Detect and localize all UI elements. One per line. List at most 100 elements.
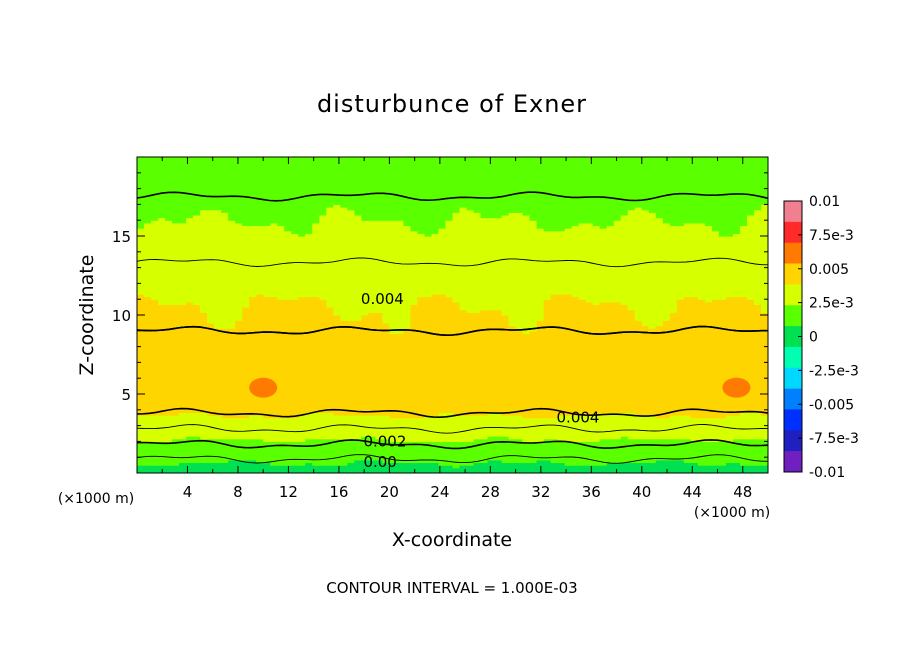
contour-cell xyxy=(410,451,419,456)
contour-cell xyxy=(354,162,362,166)
contour-cell xyxy=(410,320,419,324)
contour-cell xyxy=(382,454,390,458)
contour-cell xyxy=(361,296,369,300)
contour-cell xyxy=(354,357,362,361)
contour-cell xyxy=(382,375,390,379)
contour-cell xyxy=(270,438,278,442)
contour-cell xyxy=(242,167,250,171)
contour-cell xyxy=(193,304,201,308)
contour-cell xyxy=(256,291,264,295)
contour-cell xyxy=(200,172,208,177)
contour-cell xyxy=(340,425,348,429)
contour-cell xyxy=(382,343,390,348)
contour-cell xyxy=(200,365,208,369)
contour-cell xyxy=(389,257,398,261)
contour-cell xyxy=(172,433,180,437)
contour-cell xyxy=(172,349,180,353)
contour-cell xyxy=(333,164,341,169)
contour-cell xyxy=(186,412,194,416)
contour-cell xyxy=(235,367,243,371)
contour-cell xyxy=(312,249,320,253)
contour-cell xyxy=(256,420,264,424)
contour-cell xyxy=(221,238,229,242)
contour-cell xyxy=(382,288,390,292)
contour-cell xyxy=(382,370,390,374)
contour-cell xyxy=(214,372,222,377)
contour-cell xyxy=(256,180,264,184)
contour-cell xyxy=(200,346,208,350)
contour-cell xyxy=(354,425,362,429)
contour-cell xyxy=(193,312,201,316)
contour-cell xyxy=(249,275,257,279)
contour-cell xyxy=(172,201,180,205)
contour-cell xyxy=(186,204,194,208)
contour-cell xyxy=(298,201,306,205)
contour-cell xyxy=(179,233,187,237)
contour-cell xyxy=(172,444,180,448)
contour-cell xyxy=(137,249,145,253)
contour-cell xyxy=(347,233,355,237)
contour-cell xyxy=(305,159,313,163)
contour-cell xyxy=(298,264,306,269)
contour-cell xyxy=(354,275,362,279)
contour-cell xyxy=(291,164,299,169)
contour-cell xyxy=(200,349,208,353)
contour-cell xyxy=(389,383,398,387)
contour-cell xyxy=(172,299,180,303)
contour-cell xyxy=(424,417,433,421)
contour-cell xyxy=(389,201,398,205)
contour-cell xyxy=(228,199,236,203)
contour-cell xyxy=(382,196,390,200)
contour-cell xyxy=(298,346,306,350)
contour-cell xyxy=(375,415,383,419)
contour-cell xyxy=(235,291,243,295)
contour-cell xyxy=(186,322,194,327)
contour-cell xyxy=(200,362,208,366)
contour-cell xyxy=(235,467,243,471)
contour-cell xyxy=(389,333,398,337)
contour-cell xyxy=(151,243,159,248)
contour-cell xyxy=(354,293,362,298)
contour-cell xyxy=(249,296,257,300)
contour-cell xyxy=(333,267,341,271)
contour-cell xyxy=(144,354,152,358)
contour-cell xyxy=(151,378,159,382)
contour-cell xyxy=(403,299,412,303)
contour-cell xyxy=(410,349,419,353)
contour-cell xyxy=(249,286,257,290)
contour-cell xyxy=(361,207,369,211)
contour-cell xyxy=(235,362,243,366)
contour-cell xyxy=(326,425,334,429)
contour-cell xyxy=(200,388,208,392)
contour-cell xyxy=(165,388,173,392)
contour-cell xyxy=(347,370,355,374)
contour-cell xyxy=(144,333,152,337)
contour-cell xyxy=(158,178,166,182)
contour-cell xyxy=(396,217,405,221)
contour-cell xyxy=(375,354,383,358)
contour-cell xyxy=(354,322,362,327)
contour-cell xyxy=(284,188,292,192)
contour-cell xyxy=(242,296,250,300)
contour-cell xyxy=(263,283,271,287)
contour-cell xyxy=(179,391,187,395)
contour-cell xyxy=(319,243,327,248)
contour-cell xyxy=(277,328,285,332)
contour-cell xyxy=(396,259,405,263)
contour-cell xyxy=(382,262,390,266)
contour-cell xyxy=(417,272,426,277)
contour-cell xyxy=(200,354,208,358)
contour-cell xyxy=(298,470,306,473)
contour-cell xyxy=(221,270,229,274)
contour-cell xyxy=(137,262,145,266)
contour-cell xyxy=(291,159,299,163)
contour-cell xyxy=(277,249,285,253)
contour-cell xyxy=(158,388,166,392)
contour-cell xyxy=(403,441,412,445)
contour-cell xyxy=(396,433,405,437)
contour-cell xyxy=(137,280,145,284)
contour-cell xyxy=(340,420,348,424)
contour-cell xyxy=(249,270,257,274)
contour-cell xyxy=(228,333,236,337)
contour-cell xyxy=(396,170,405,174)
